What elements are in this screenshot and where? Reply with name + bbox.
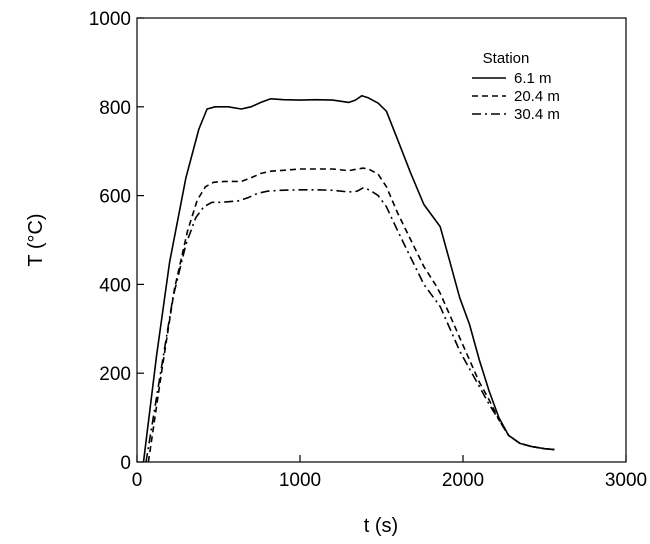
x-tick-label: 1000 <box>279 470 321 491</box>
y-tick-label: 600 <box>99 187 131 208</box>
legend-entry: 20.4 m <box>514 88 560 105</box>
series-lines <box>142 94 555 463</box>
plot-frame <box>136 17 627 463</box>
x-tick-label: 2000 <box>442 470 484 491</box>
legend-entry: 6.1 m <box>514 70 552 87</box>
x-tick-label: 3000 <box>605 470 647 491</box>
y-axis-label: T (°C) <box>25 213 47 266</box>
axis-ticks: 0 1000 2000 3000 0 200 400 600 800 1000 <box>89 9 647 491</box>
x-tick-label: 0 <box>132 470 143 491</box>
y-tick-label: 0 <box>120 453 131 474</box>
legend: Station 6.1 m20.4 m30.4 m <box>472 50 560 123</box>
y-tick-label: 1000 <box>89 9 131 30</box>
series-line-30-4-m <box>145 186 555 463</box>
y-tick-label: 400 <box>99 275 131 296</box>
series-line-6-1-m <box>142 94 555 463</box>
legend-entry: 30.4 m <box>514 106 560 123</box>
x-axis-label: t (s) <box>364 515 398 537</box>
legend-title: Station <box>483 50 530 67</box>
y-tick-label: 800 <box>99 98 131 119</box>
y-tick-label: 200 <box>99 364 131 385</box>
series-line-20-4-m <box>147 167 555 463</box>
